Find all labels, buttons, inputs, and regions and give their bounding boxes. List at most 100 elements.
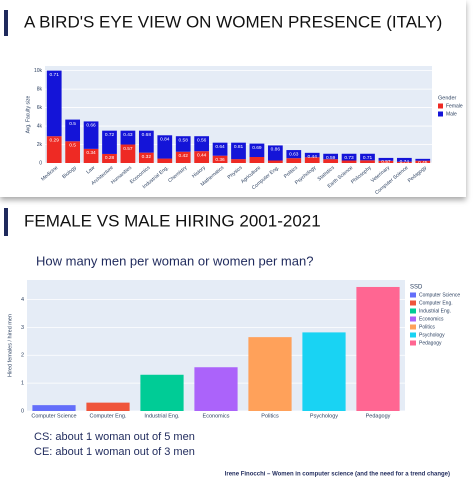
slide-heading: FEMALE VS MALE HIRING 2001-2021 [24,211,321,230]
bar [32,405,76,411]
bar [194,367,238,411]
share-label: 0.57 [381,159,391,165]
accent-bar [4,10,8,36]
bar [86,402,130,411]
legend-swatch [410,332,416,338]
x-tick-label: Law [85,165,96,176]
share-label: 0.34 [86,150,96,156]
share-label: 0.5 [69,121,76,127]
y-tick-label: 2 [21,353,24,359]
share-label: 0.36 [215,157,225,163]
share-label: 0.74 [400,159,410,165]
share-label: 0.72 [105,132,115,138]
accent-bar [4,208,8,236]
share-label: 0.45 [418,160,428,166]
bar-segment [286,150,302,159]
legend-title: SSD [410,285,423,291]
legend-swatch [410,300,416,306]
bar-segment [194,151,210,163]
y-tick-label: 1 [21,381,24,387]
share-label: 0.69 [252,145,262,151]
bar-segment [83,148,99,163]
legend-label: Politics [419,324,435,330]
share-label: 0.64 [215,144,225,150]
share-label: 0.73 [344,155,354,161]
bar-segment [249,156,265,163]
bar-segment [138,130,154,153]
share-label: 0.71 [363,155,373,161]
legend-label: Economics [419,316,444,322]
share-label: 0.68 [142,132,152,138]
bar [356,286,400,411]
bar-segment [267,145,283,161]
bar-segment [267,160,283,163]
note: CE: about 1 woman out of 3 men [34,446,195,458]
bar-segment [138,152,154,163]
legend-label: Computer Science [419,292,460,298]
legend-label: Computer Eng. [419,300,453,306]
x-tick-label: Economics [203,413,230,419]
bar-segment [360,160,375,163]
bar-segment [102,130,117,154]
slide-subtitle: How many men per woman or women per man? [36,253,313,268]
share-label: 0.59 [326,155,336,161]
share-label: 0.44 [197,152,207,158]
legend-swatch [410,324,416,330]
share-label: 0.29 [50,137,60,143]
share-label: 0.84 [160,137,170,143]
share-label: 0.56 [197,137,207,143]
share-label: 0.5 [69,143,76,149]
legend-label: Psychology [419,332,445,338]
bar-segment [415,158,431,161]
y-tick-label: 10k [34,68,43,74]
bar-segment [46,136,62,163]
share-label: 0.58 [179,137,189,143]
y-tick-label: 3 [21,325,24,331]
note: CS: about 1 woman out of 5 men [34,431,195,443]
bar-segment [231,142,246,160]
bar-segment [323,153,339,160]
slide-heading: A BIRD'S EYE VIEW ON WOMEN PRESENCE (ITA… [24,12,442,31]
legend-swatch [438,103,443,109]
bar-segment [378,160,394,163]
y-tick-label: 6k [37,105,43,111]
bar-segment [341,153,357,161]
legend-swatch [410,340,416,346]
bar-segment [120,130,136,145]
legend-title: Gender [438,95,457,101]
bar-segment [360,153,375,161]
x-tick-label: Pedagogy [366,413,391,419]
bar [248,337,292,411]
y-tick-label: 0 [39,160,42,166]
bar-segment [83,121,99,149]
y-tick-label: 4 [21,297,24,303]
y-tick-label: 8k [37,86,43,92]
bar-segment [157,135,173,159]
y-axis-label: Avg. Faculty size [25,95,31,133]
bar-segment [212,142,228,156]
bar-segment [212,155,228,163]
legend-swatch [410,316,416,322]
bar [140,374,184,411]
legend-label: Female [446,103,463,109]
bar-segment [304,152,320,158]
bar-segment [378,157,394,161]
bar-segment [396,157,412,162]
y-tick-label: 4k [37,123,43,129]
legend-label: Male [446,111,457,117]
x-tick-label: Psychology [310,413,338,419]
share-label: 0.44 [308,154,318,160]
bar-segment [65,141,81,163]
bar-segment [194,136,210,152]
bar-segment [415,160,431,163]
share-label: 0.86 [271,147,281,153]
bar-segment [120,144,136,163]
legend-swatch [410,292,416,298]
footer: Irene Finocchi – Women in computer scien… [225,472,450,478]
share-label: 0.43 [123,132,133,138]
bar-segment [46,70,62,137]
bar-segment [65,119,81,142]
bar-segment [304,157,320,163]
x-tick-label: Politics [261,413,279,419]
bar-segment [175,136,191,152]
